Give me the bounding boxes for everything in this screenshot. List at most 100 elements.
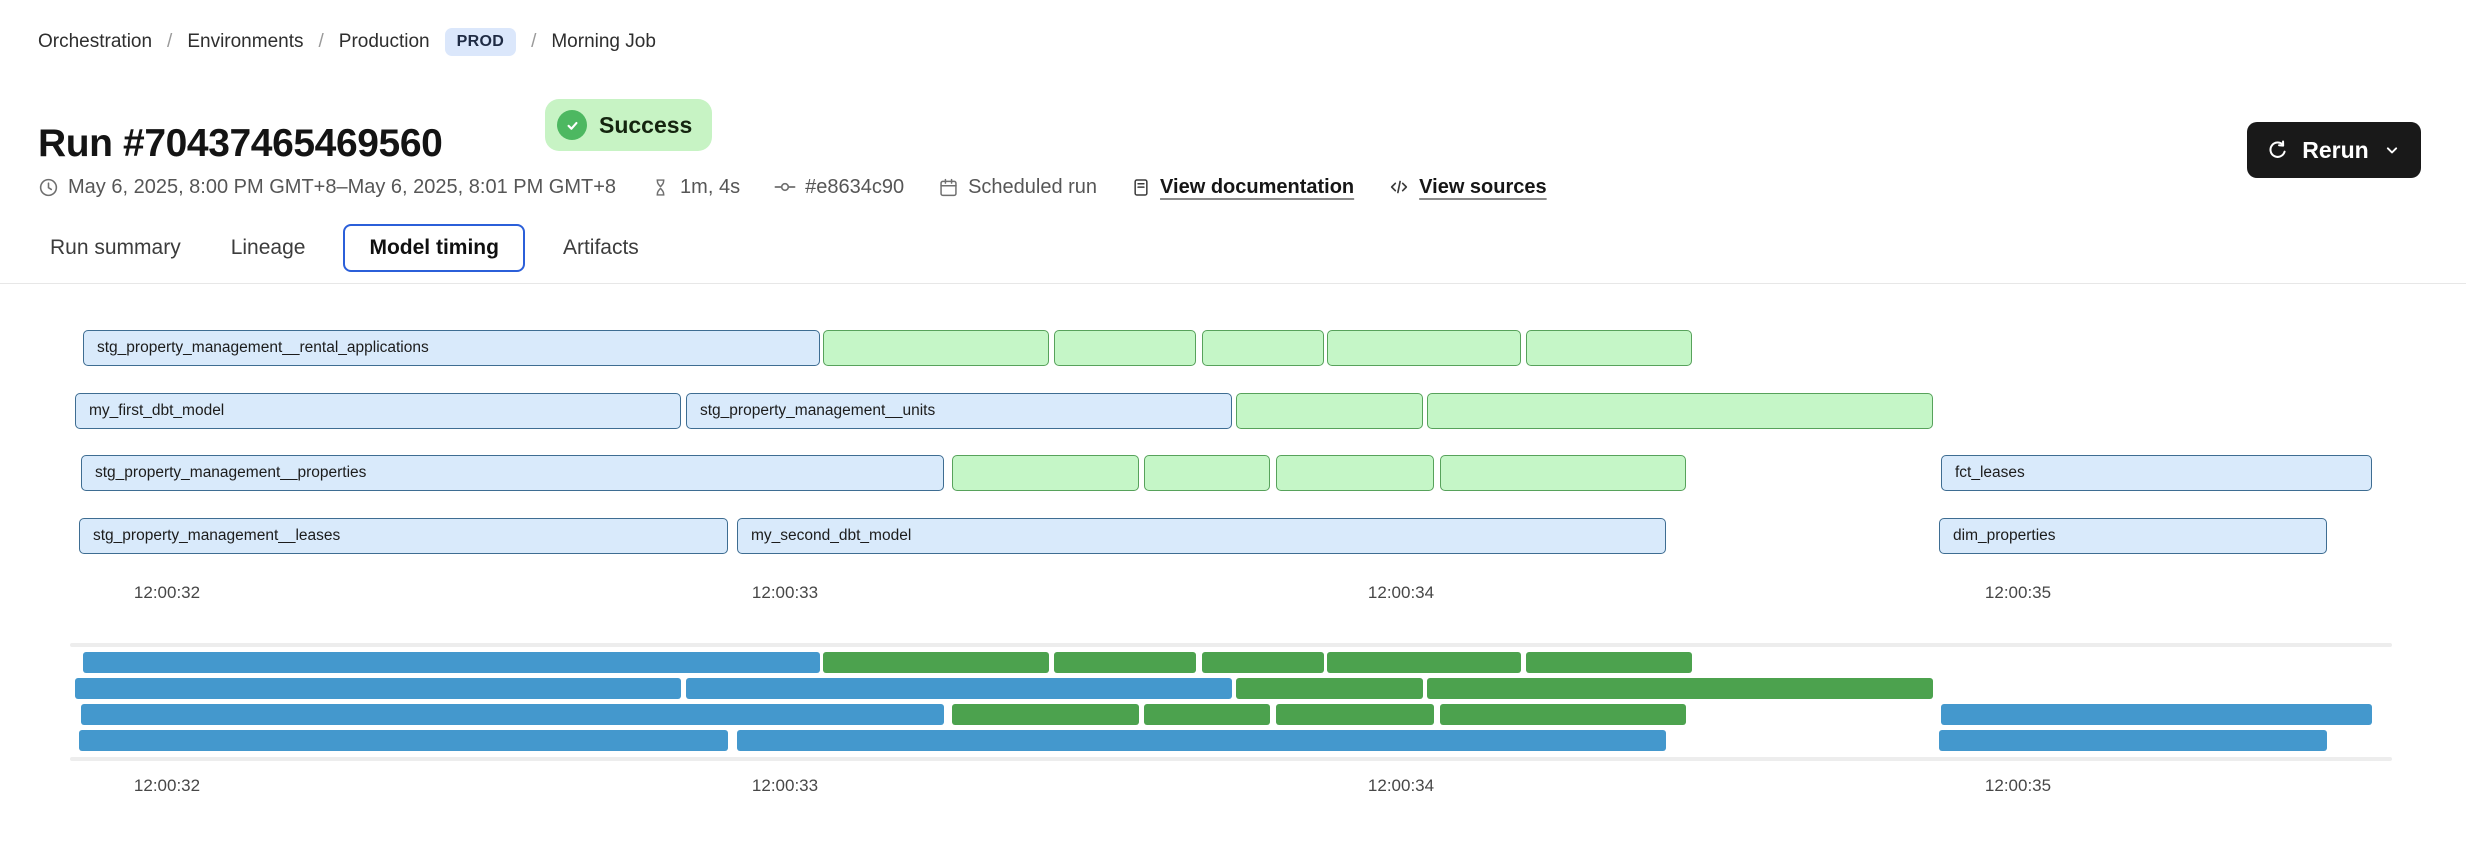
model-bar[interactable]: stg_property_management__rental_applicat… [83, 330, 820, 366]
env-badge-prod: PROD [444, 28, 517, 56]
model-bar[interactable]: stg_property_management__properties [81, 455, 944, 491]
task-bar[interactable] [1327, 330, 1521, 366]
task-bar[interactable] [952, 455, 1139, 491]
minimap-bar [686, 678, 1232, 699]
view-documentation-link[interactable]: View documentation [1131, 176, 1354, 199]
minimap-bar [1939, 730, 2327, 751]
minimap-bar [79, 730, 728, 751]
view-sources-label: View sources [1419, 175, 1547, 198]
task-bar[interactable] [1054, 330, 1196, 366]
minimap-bar [1054, 652, 1196, 673]
tab-run-summary[interactable]: Run summary [50, 236, 181, 259]
run-meta-row: May 6, 2025, 8:00 PM GMT+8–May 6, 2025, … [38, 170, 1547, 204]
task-bar[interactable] [1427, 393, 1933, 429]
commit-icon [774, 182, 796, 192]
view-sources-link[interactable]: View sources [1388, 175, 1547, 199]
minimap-bar [952, 704, 1139, 725]
refresh-icon [2266, 139, 2289, 162]
commit-hash: #e8634c90 [805, 175, 905, 198]
meta-item-duration: 1m, 4s [650, 176, 740, 199]
meta-item-trigger: Scheduled run [938, 176, 1097, 199]
status-badge: Success [545, 99, 713, 151]
model-bar[interactable]: fct_leases [1941, 455, 2372, 491]
model-bar[interactable]: my_second_dbt_model [737, 518, 1666, 554]
task-bar[interactable] [1440, 455, 1686, 491]
task-bar[interactable] [1144, 455, 1270, 491]
tab-model-timing[interactable]: Model timing [343, 224, 525, 272]
breadcrumb-separator: / [531, 31, 537, 52]
model-bar-label: stg_property_management__properties [95, 464, 367, 481]
task-bar[interactable] [1526, 330, 1692, 366]
tab-lineage[interactable]: Lineage [230, 236, 306, 259]
minimap-bar [1236, 678, 1423, 699]
time-axis-label: 12:00:34 [1367, 776, 1435, 795]
minimap-bar [1440, 704, 1686, 725]
chevron-down-icon[interactable] [2382, 140, 2402, 160]
document-icon [1134, 178, 1148, 196]
minimap-bar [75, 678, 681, 699]
run-duration: 1m, 4s [680, 175, 741, 198]
clock-icon [39, 178, 58, 196]
check-circle-icon [557, 110, 587, 140]
model-bar-label: stg_property_management__units [700, 402, 936, 419]
run-daterange: May 6, 2025, 8:00 PM GMT+8–May 6, 2025, … [68, 175, 617, 198]
model-bar[interactable]: stg_property_management__leases [79, 518, 728, 554]
rerun-label: Rerun [2302, 136, 2369, 163]
task-bar[interactable] [1236, 393, 1423, 429]
model-bar[interactable]: my_first_dbt_model [75, 393, 681, 429]
model-bar[interactable]: dim_properties [1939, 518, 2327, 554]
minimap-bar [1144, 704, 1270, 725]
calendar-icon [940, 178, 957, 196]
minimap-bar [823, 652, 1049, 673]
breadcrumb-separator: / [318, 31, 324, 52]
breadcrumb-item-morning-job[interactable]: Morning Job [551, 31, 656, 52]
time-axis-label: 12:00:32 [133, 583, 201, 602]
breadcrumb: Orchestration / Environments / Productio… [38, 28, 656, 56]
model-bar-label: fct_leases [1955, 464, 2025, 481]
minimap-bar [737, 730, 1666, 751]
meta-item-daterange: May 6, 2025, 8:00 PM GMT+8–May 6, 2025, … [38, 176, 616, 199]
hourglass-icon [656, 178, 665, 196]
breadcrumb-separator: / [167, 31, 173, 52]
meta-item-commit: #e8634c90 [774, 176, 904, 199]
model-bar[interactable]: stg_property_management__units [686, 393, 1232, 429]
breadcrumb-item-orchestration[interactable]: Orchestration [38, 31, 153, 52]
tab-bar: Run summary Lineage Model timing Artifac… [38, 224, 651, 272]
time-axis-label: 12:00:32 [133, 776, 201, 795]
minimap-track-top [70, 643, 2392, 647]
minimap-bar [83, 652, 820, 673]
minimap-bar [1327, 652, 1521, 673]
minimap-bar [1276, 704, 1434, 725]
status-label: Success [599, 111, 693, 138]
task-bar[interactable] [1276, 455, 1434, 491]
minimap-track-bottom [70, 757, 2392, 761]
model-bar-label: stg_property_management__leases [93, 527, 341, 544]
breadcrumb-item-production[interactable]: Production [338, 31, 430, 52]
time-axis-label: 12:00:33 [751, 776, 819, 795]
view-documentation-label: View documentation [1160, 175, 1355, 198]
task-bar[interactable] [823, 330, 1049, 366]
tab-artifacts[interactable]: Artifacts [562, 236, 639, 259]
time-axis-label: 12:00:34 [1367, 583, 1435, 602]
breadcrumb-item-environments[interactable]: Environments [187, 31, 304, 52]
model-bar-label: my_second_dbt_model [751, 527, 912, 544]
minimap-bar [1941, 704, 2372, 725]
task-bar[interactable] [1202, 330, 1324, 366]
minimap-bar [1526, 652, 1692, 673]
minimap-bar [1427, 678, 1933, 699]
minimap-bar [1202, 652, 1324, 673]
model-bar-label: dim_properties [1953, 527, 2056, 544]
model-bar-label: my_first_dbt_model [89, 402, 225, 419]
time-axis-label: 12:00:35 [1984, 583, 2052, 602]
page-title: Run #70437465469560 [38, 122, 443, 166]
trigger-type: Scheduled run [968, 175, 1098, 198]
rerun-button[interactable]: Rerun [2247, 122, 2421, 178]
time-axis-label: 12:00:33 [751, 583, 819, 602]
tabs-divider [0, 283, 2466, 284]
time-axis-label: 12:00:35 [1984, 776, 2052, 795]
model-bar-label: stg_property_management__rental_applicat… [97, 339, 429, 356]
code-icon [1390, 180, 1408, 194]
